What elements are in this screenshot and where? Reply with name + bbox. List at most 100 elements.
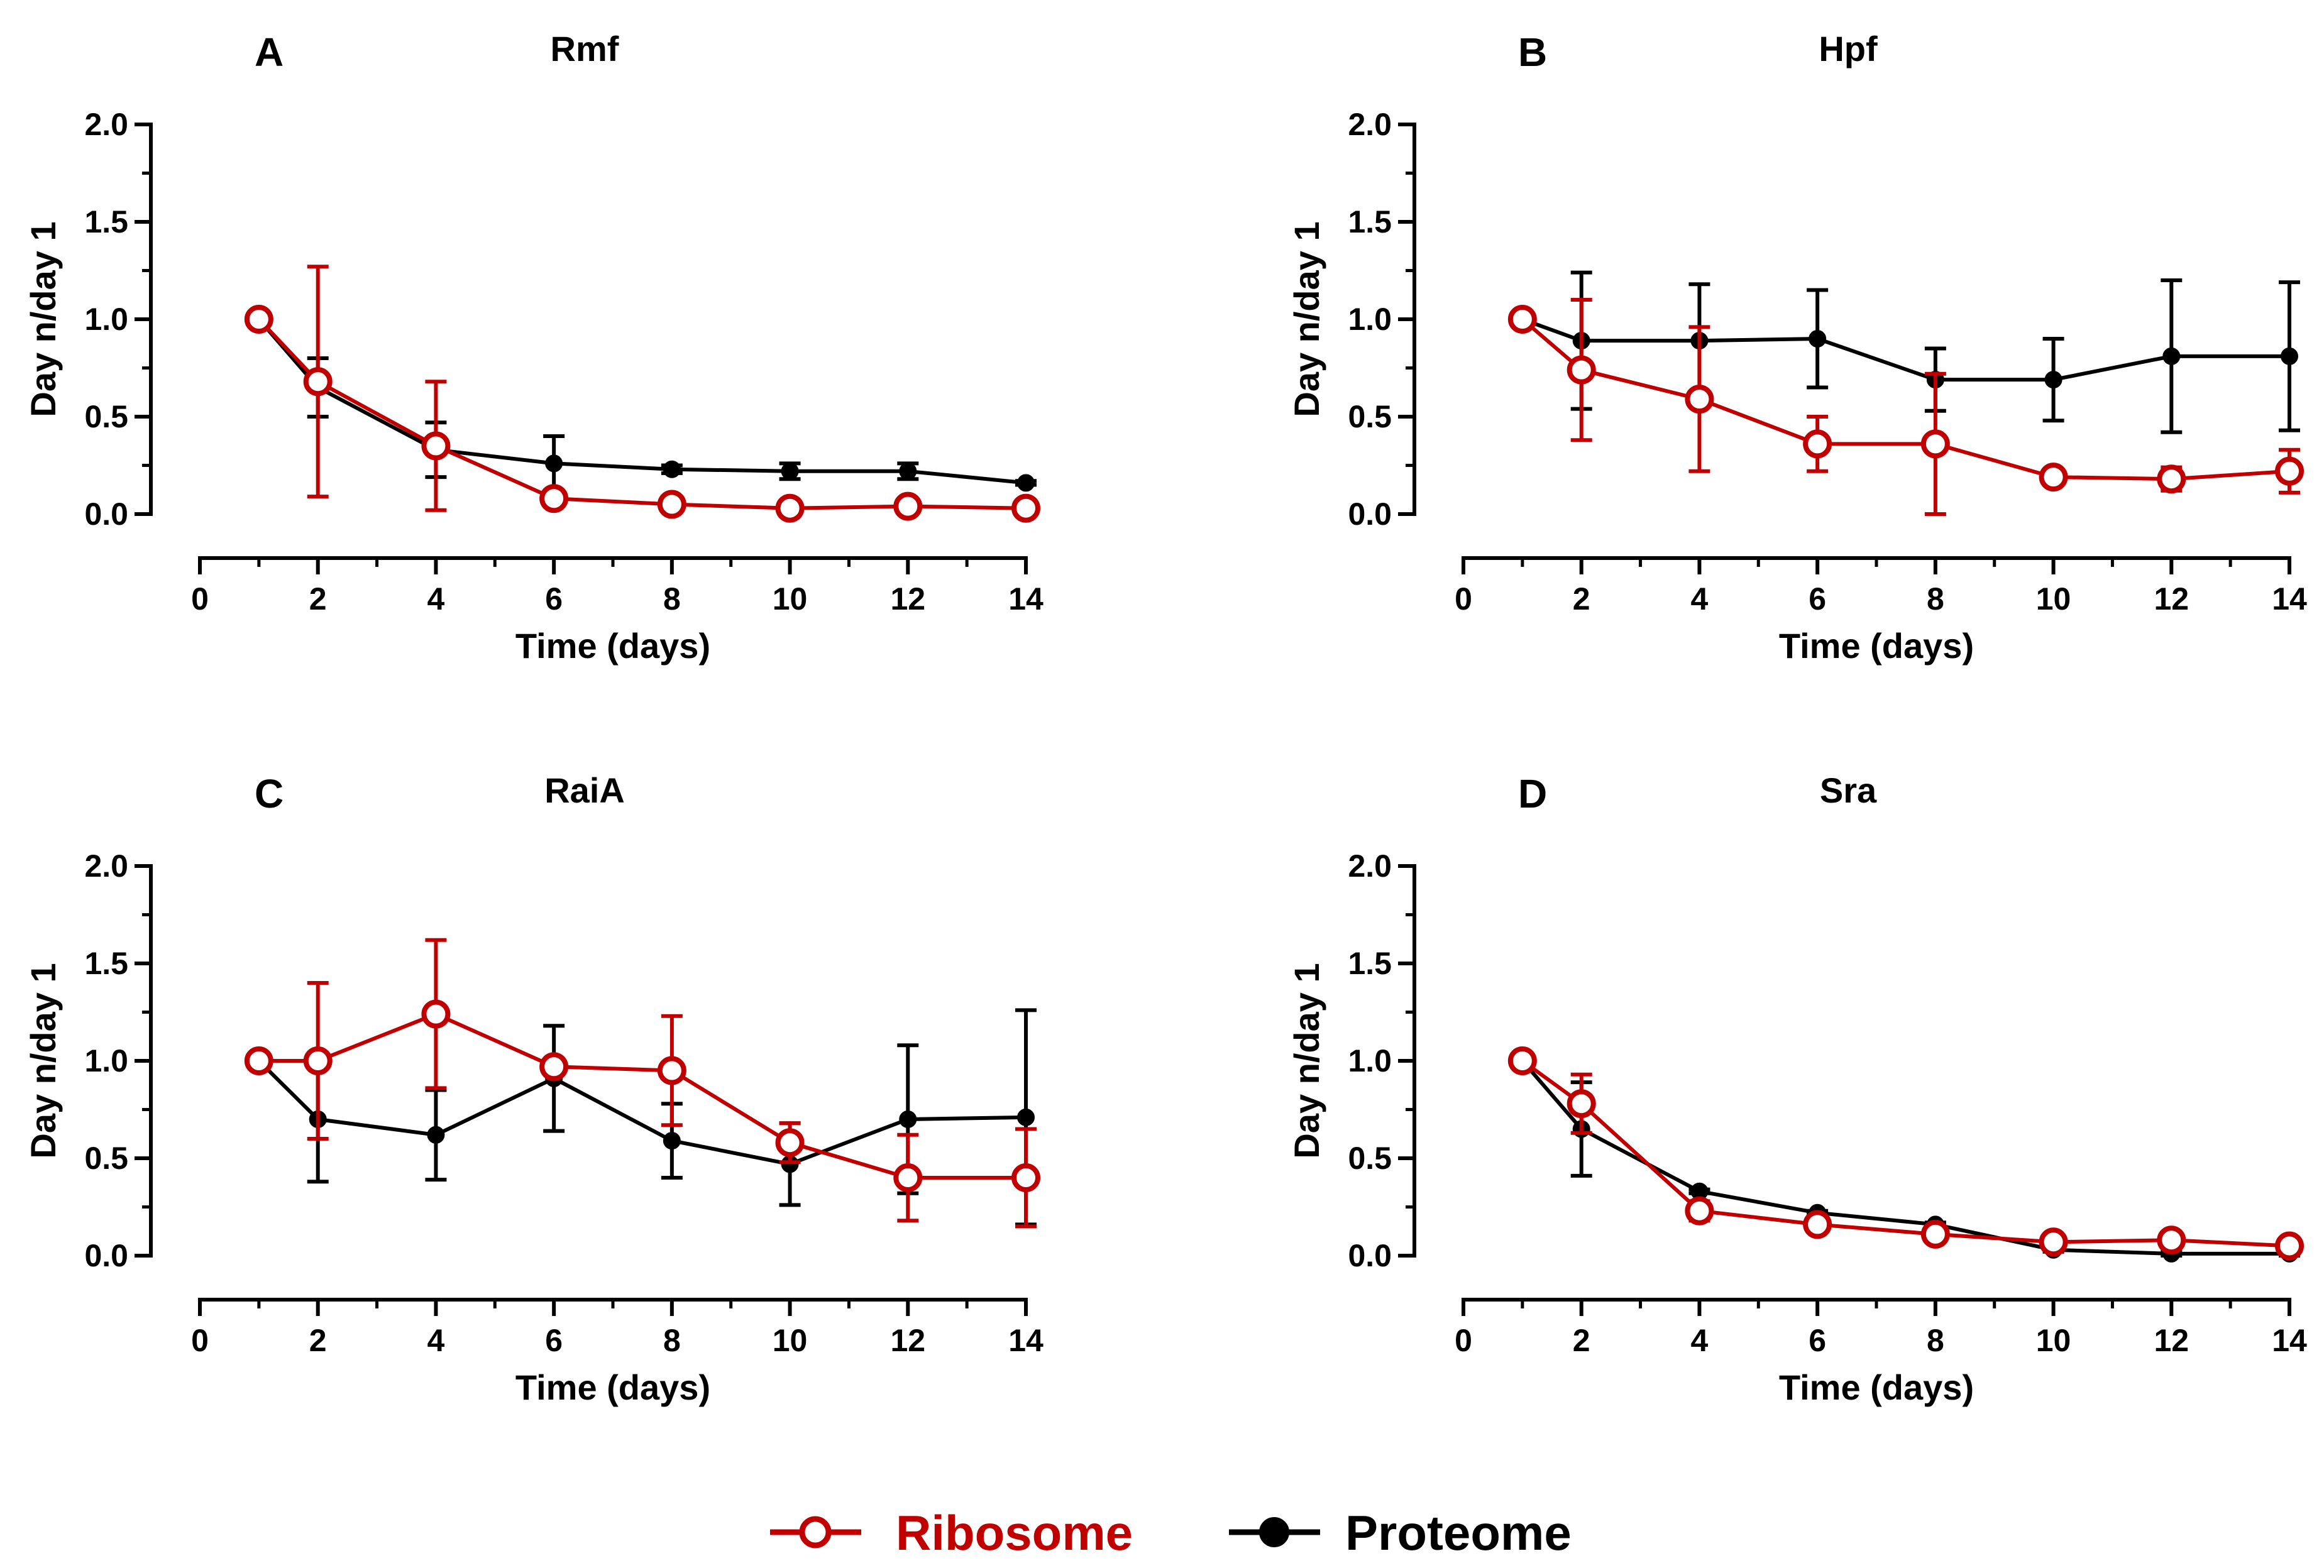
- y-tick-label: 2.0: [84, 848, 128, 884]
- y-tick-label: 2.0: [84, 107, 128, 142]
- data-point-ribosome: [893, 1163, 923, 1192]
- x-tick-label: 12: [890, 1323, 925, 1358]
- data-point-proteome: [1809, 330, 1827, 348]
- data-point-ribosome: [2275, 1231, 2304, 1261]
- series-line-ribosome: [1521, 1059, 2290, 1248]
- panel-letter: C: [255, 771, 284, 816]
- x-tick-label: 0: [1455, 581, 1472, 617]
- y-tick-label: 0.0: [1348, 1238, 1392, 1273]
- x-tick-label: 14: [2272, 581, 2307, 617]
- data-point-ribosome: [1920, 1219, 1950, 1249]
- y-tick-label: 1.5: [84, 946, 128, 981]
- data-point-proteome: [2044, 371, 2062, 389]
- data-point-proteome: [1017, 1108, 1035, 1126]
- x-tick-label: 6: [545, 1323, 563, 1358]
- panel-d: D Sra 0.0 0.5 1.0 1.5 2.0 0 2 4 6 8 10 12 14 Time (days…: [1287, 770, 2307, 1407]
- data-point-ribosome: [1685, 385, 1714, 414]
- x-axis-label: Time (days): [1779, 626, 1974, 666]
- series-line-ribosome: [1521, 317, 2290, 481]
- x-tick-label: 14: [2272, 1323, 2307, 1358]
- data-point-ribosome: [303, 367, 333, 397]
- x-tick-label: 0: [1455, 1323, 1472, 1358]
- x-tick-label: 10: [2036, 1323, 2071, 1358]
- y-tick-label: 1.0: [84, 1043, 128, 1078]
- x-tick-label: 4: [427, 581, 445, 617]
- panel-b: B Hpf 0.0 0.5 1.0 1.5 2.0 0 2 4 6 8 10 12 14 Time (days…: [1287, 29, 2307, 666]
- series-line-ribosome: [257, 317, 1027, 510]
- y-tick-label: 0.0: [1348, 496, 1392, 532]
- series-proteome: [1513, 270, 2300, 434]
- series-line-ribosome: [258, 1012, 1026, 1180]
- x-tick-label: 12: [2154, 581, 2189, 617]
- series-ribosome: [244, 938, 1040, 1229]
- panel-a: A Rmf 0.0 0.5 1.0 1.5 2.0 0 2 4 6 8 10 12 14 Time (days…: [23, 29, 1044, 666]
- x-tick-label: 4: [427, 1323, 445, 1358]
- y-axis-label: Day n/day 1: [23, 221, 63, 417]
- x-tick-label: 2: [309, 581, 327, 617]
- chart-title: Sra: [1820, 770, 1877, 810]
- y-tick-label: 2.0: [1348, 848, 1392, 884]
- data-point-proteome: [899, 1110, 917, 1128]
- x-tick-label: 8: [1927, 1323, 1944, 1358]
- x-tick-label: 12: [890, 581, 925, 617]
- series-ribosome: [1507, 1046, 2304, 1261]
- chart-title: Rmf: [551, 29, 619, 69]
- series-ribosome: [244, 265, 1040, 523]
- legend-ribosome-marker: [770, 1516, 861, 1549]
- data-point-ribosome: [2039, 463, 2068, 492]
- x-tick-label: 4: [1691, 1323, 1709, 1358]
- data-point-ribosome: [775, 1128, 805, 1158]
- data-point-ribosome: [1803, 429, 1832, 459]
- x-tick-label: 6: [1809, 1323, 1826, 1358]
- y-tick-label: 1.0: [84, 302, 128, 337]
- data-point-ribosome: [421, 431, 451, 461]
- data-point-ribosome: [1567, 355, 1596, 385]
- data-point-ribosome: [1507, 305, 1537, 334]
- data-point-proteome: [2281, 347, 2298, 365]
- data-point-ribosome: [539, 1052, 569, 1082]
- data-point-ribosome: [1011, 493, 1040, 523]
- series-proteome: [250, 310, 1037, 493]
- data-point-ribosome: [1011, 1163, 1040, 1192]
- x-tick-label: 14: [1008, 581, 1044, 617]
- panels: A Rmf 0.0 0.5 1.0 1.5 2.0 0 2 4 6 8 10 12 14 Time (days…: [23, 29, 2307, 1407]
- x-tick-label: 8: [663, 1323, 681, 1358]
- data-point-proteome: [663, 460, 681, 478]
- series-line-proteome: [1521, 317, 2289, 382]
- y-tick-label: 1.5: [1348, 946, 1392, 981]
- y-tick-label: 1.0: [1348, 302, 1392, 337]
- y-tick-label: 0.5: [84, 399, 128, 434]
- x-tick-label: 0: [191, 581, 209, 617]
- x-tick-label: 0: [191, 1323, 209, 1358]
- legend-proteome-label: Proteome: [1345, 1505, 1572, 1560]
- panel-letter: A: [255, 30, 284, 75]
- x-tick-label: 6: [545, 581, 563, 617]
- legend-ribosome-label: Ribosome: [896, 1505, 1133, 1560]
- data-point-ribosome: [1920, 429, 1950, 459]
- y-tick-label: 1.0: [1348, 1043, 1392, 1078]
- data-point-proteome: [545, 454, 563, 473]
- series-line-proteome: [1521, 1060, 2289, 1256]
- x-tick-label: 8: [1927, 581, 1944, 617]
- panel-letter: D: [1518, 771, 1547, 816]
- y-tick-label: 0.5: [84, 1141, 128, 1176]
- series-line-proteome: [257, 318, 1027, 485]
- data-point-proteome: [1017, 474, 1035, 492]
- x-tick-label: 4: [1691, 581, 1709, 617]
- data-point-proteome: [427, 1126, 445, 1144]
- chart-title: Hpf: [1819, 29, 1878, 69]
- data-point-proteome: [2162, 347, 2181, 365]
- data-point-ribosome: [244, 1046, 273, 1075]
- y-axis-label: Day n/day 1: [23, 963, 63, 1158]
- y-tick-label: 0.5: [1348, 1141, 1392, 1176]
- data-point-ribosome: [2039, 1227, 2068, 1257]
- data-point-proteome: [781, 462, 799, 480]
- x-tick-label: 10: [2036, 581, 2071, 617]
- y-tick-label: 0.5: [1348, 399, 1392, 434]
- series-line-proteome: [257, 1059, 1027, 1166]
- y-tick-label: 1.5: [1348, 204, 1392, 239]
- data-point-ribosome: [1567, 1089, 1596, 1119]
- x-axis-label: Time (days): [515, 1368, 710, 1407]
- x-tick-label: 2: [1573, 581, 1590, 617]
